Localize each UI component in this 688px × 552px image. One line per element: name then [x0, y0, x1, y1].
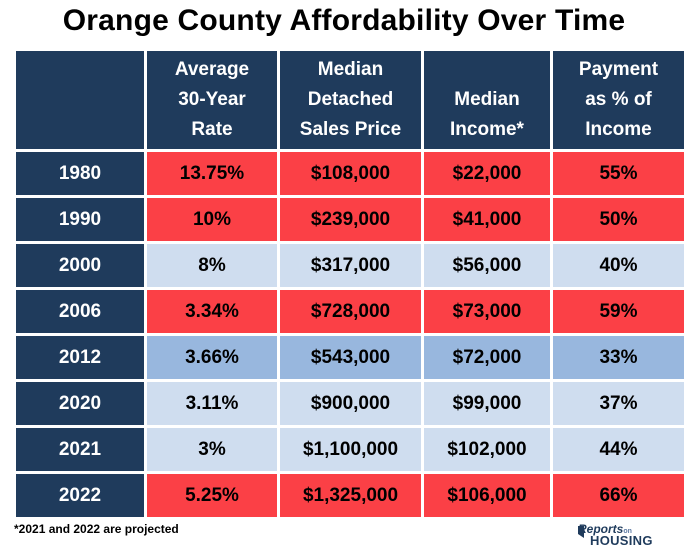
income-cell: $22,000: [424, 152, 550, 195]
header-rate: Average 30-Year Rate: [147, 51, 277, 149]
header-income: Median Income*: [424, 51, 550, 149]
logo-line1-small: on: [623, 528, 632, 535]
header-rate-line: 30-Year: [178, 89, 246, 110]
price-cell: $317,000: [280, 244, 421, 287]
header-price: Median Detached Sales Price: [280, 51, 421, 149]
table-row: 2012 3.66% $543,000 $72,000 33%: [16, 336, 684, 379]
header-income-line: Income*: [450, 119, 524, 140]
payment-cell: 55%: [553, 152, 684, 195]
payment-cell: 37%: [553, 382, 684, 425]
income-cell: $73,000: [424, 290, 550, 333]
year-cell: 2020: [16, 382, 144, 425]
header-price-line: Sales Price: [299, 119, 402, 140]
year-cell: 2012: [16, 336, 144, 379]
header-payment-line: Payment: [578, 59, 659, 80]
payment-cell: 44%: [553, 428, 684, 471]
price-cell: $108,000: [280, 152, 421, 195]
rate-cell: 3.34%: [147, 290, 277, 333]
header-income-line: Median: [454, 89, 520, 110]
header-rate-line: Average: [174, 59, 250, 80]
page-title: Orange County Affordability Over Time: [62, 4, 626, 37]
price-cell: $1,325,000: [280, 474, 421, 517]
table-row: 1980 13.75% $108,000 $22,000 55%: [16, 152, 684, 195]
affordability-table: Average 30-Year Rate Median Detached Sal…: [13, 48, 687, 520]
header-payment: Payment as % of Income: [553, 51, 684, 149]
income-cell: $106,000: [424, 474, 550, 517]
year-cell: 2006: [16, 290, 144, 333]
year-cell: 2000: [16, 244, 144, 287]
header-rate-line: Rate: [191, 119, 233, 140]
price-cell: $728,000: [280, 290, 421, 333]
rate-cell: 5.25%: [147, 474, 277, 517]
reports-on-housing-logo: Reportson HOUSING: [578, 522, 678, 550]
income-cell: $102,000: [424, 428, 550, 471]
rate-cell: 10%: [147, 198, 277, 241]
header-price-line: Detached: [307, 89, 394, 110]
price-cell: $239,000: [280, 198, 421, 241]
table-row: 2006 3.34% $728,000 $73,000 59%: [16, 290, 684, 333]
header-year: [16, 51, 144, 149]
logo-line1-text: Reports: [578, 522, 624, 536]
rate-cell: 3.11%: [147, 382, 277, 425]
logo-mark-icon: [578, 526, 584, 538]
footnote: *2021 and 2022 are projected: [14, 522, 179, 536]
payment-cell: 66%: [553, 474, 684, 517]
payment-cell: 59%: [553, 290, 684, 333]
header-payment-line: Income: [585, 119, 652, 140]
income-cell: $72,000: [424, 336, 550, 379]
rate-cell: 3.66%: [147, 336, 277, 379]
table-row: 2022 5.25% $1,325,000 $106,000 66%: [16, 474, 684, 517]
table-row: 2020 3.11% $900,000 $99,000 37%: [16, 382, 684, 425]
rate-cell: 8%: [147, 244, 277, 287]
year-cell: 1990: [16, 198, 144, 241]
logo-line1: Reportson: [578, 522, 632, 536]
price-cell: $1,100,000: [280, 428, 421, 471]
price-cell: $543,000: [280, 336, 421, 379]
payment-cell: 33%: [553, 336, 684, 379]
income-cell: $41,000: [424, 198, 550, 241]
payment-cell: 40%: [553, 244, 684, 287]
price-cell: $900,000: [280, 382, 421, 425]
logo-line2: HOUSING: [590, 533, 653, 548]
header-payment-line: as % of: [585, 89, 652, 110]
header-row: Average 30-Year Rate Median Detached Sal…: [16, 51, 684, 149]
rate-cell: 3%: [147, 428, 277, 471]
year-cell: 2022: [16, 474, 144, 517]
rate-cell: 13.75%: [147, 152, 277, 195]
income-cell: $99,000: [424, 382, 550, 425]
table-row: 2000 8% $317,000 $56,000 40%: [16, 244, 684, 287]
year-cell: 2021: [16, 428, 144, 471]
year-cell: 1980: [16, 152, 144, 195]
table-row: 1990 10% $239,000 $41,000 50%: [16, 198, 684, 241]
income-cell: $56,000: [424, 244, 550, 287]
table-row: 2021 3% $1,100,000 $102,000 44%: [16, 428, 684, 471]
header-price-line: Median: [317, 59, 384, 80]
payment-cell: 50%: [553, 198, 684, 241]
